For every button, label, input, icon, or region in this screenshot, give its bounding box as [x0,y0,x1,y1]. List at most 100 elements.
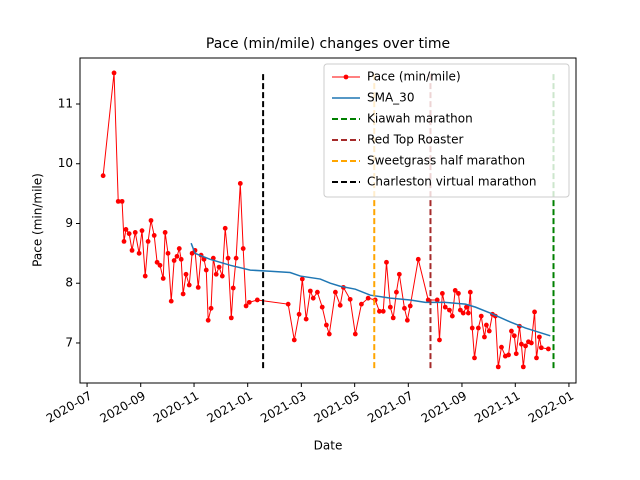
data-point [326,331,332,337]
x-axis-label: Date [314,439,343,453]
data-point [216,264,222,270]
data-point [142,273,148,279]
data-point [285,301,291,307]
legend-label: Red Top Roaster [367,133,464,147]
y-axis-label: Pace (min/mile) [31,173,45,267]
data-point [396,271,402,277]
data-point [237,181,243,186]
data-point [254,297,260,303]
data-point [472,355,477,361]
data-point [495,364,501,370]
data-point [121,239,127,244]
data-point [475,325,481,331]
data-point [225,255,231,261]
data-point [136,250,142,256]
data-point [536,334,542,340]
data-point [208,305,214,311]
legend-label: Kiawah marathon [367,112,473,126]
data-point [469,325,475,331]
data-point [506,352,511,358]
data-point [337,302,343,308]
data-point [296,311,302,317]
data-point [213,271,219,277]
data-point [132,230,138,235]
data-point [456,290,461,296]
x-tick-label: 2022-01 [526,389,576,426]
y-tick-label: 9 [65,216,73,230]
data-point [195,285,201,290]
data-point [189,250,195,256]
data-point [222,225,228,231]
data-point [171,258,177,263]
data-point [145,239,151,244]
data-point [457,307,463,313]
data-point [509,328,514,334]
data-point [439,290,445,296]
data-point [464,304,469,310]
data-point [545,346,551,352]
data-point [205,317,211,323]
data-point [139,228,145,234]
data-point [332,289,338,295]
data-point [460,310,466,316]
data-point [115,198,121,204]
axes-frame [79,57,577,384]
x-tick-label: 2020-09 [98,389,148,426]
data-point [404,317,410,323]
data-point [387,304,393,310]
data-point [449,313,455,319]
data-point [307,288,313,294]
data-point [352,331,358,337]
data-point [154,259,160,265]
data-point [151,233,157,238]
data-point [452,287,458,293]
data-point [415,256,421,262]
data-point [437,337,442,343]
data-point [111,70,117,76]
data-point [180,291,186,297]
data-point [162,230,168,235]
x-tick-label: 2020-11 [151,389,201,426]
data-point [165,250,171,256]
series-line [190,242,551,337]
x-tick-label: 2021-07 [365,389,415,426]
data-point [390,315,396,321]
x-tick-label: 2021-05 [311,389,361,426]
data-point [394,289,399,295]
y-tick-label: 11 [58,97,73,111]
x-tick-label: 2021-11 [472,389,522,426]
data-point [347,296,353,302]
legend-label: Sweetgrass half marathon [367,154,525,168]
data-point [314,289,320,295]
data-point [538,345,544,351]
data-point [523,343,528,349]
data-point [511,333,517,339]
data-point [467,289,473,295]
data-point [323,322,329,328]
data-point [447,307,452,313]
legend-marker [343,74,349,80]
data-point [376,308,382,314]
data-point [482,334,487,340]
legend-label: Pace (min/mile) [367,70,461,84]
data-point [219,273,225,279]
data-point [299,276,305,282]
data-point [176,246,182,251]
data-point [483,322,489,328]
legend-label: Charleston virtual marathon [367,175,536,189]
data-point [359,301,364,307]
data-point [513,351,519,357]
data-point [384,259,389,265]
data-point [528,340,534,346]
data-point [148,218,154,223]
data-point [465,310,471,316]
legend-box [323,63,570,198]
data-point [486,328,492,334]
data-point [228,315,234,321]
y-tick-label: 8 [65,276,73,290]
data-point [157,262,163,268]
data-point [520,364,526,370]
data-point [126,231,132,237]
legend-label: SMA_30 [367,91,414,105]
legend: Pace (min/mile) SMA_30 Kiawah marathon Red … [323,63,570,198]
